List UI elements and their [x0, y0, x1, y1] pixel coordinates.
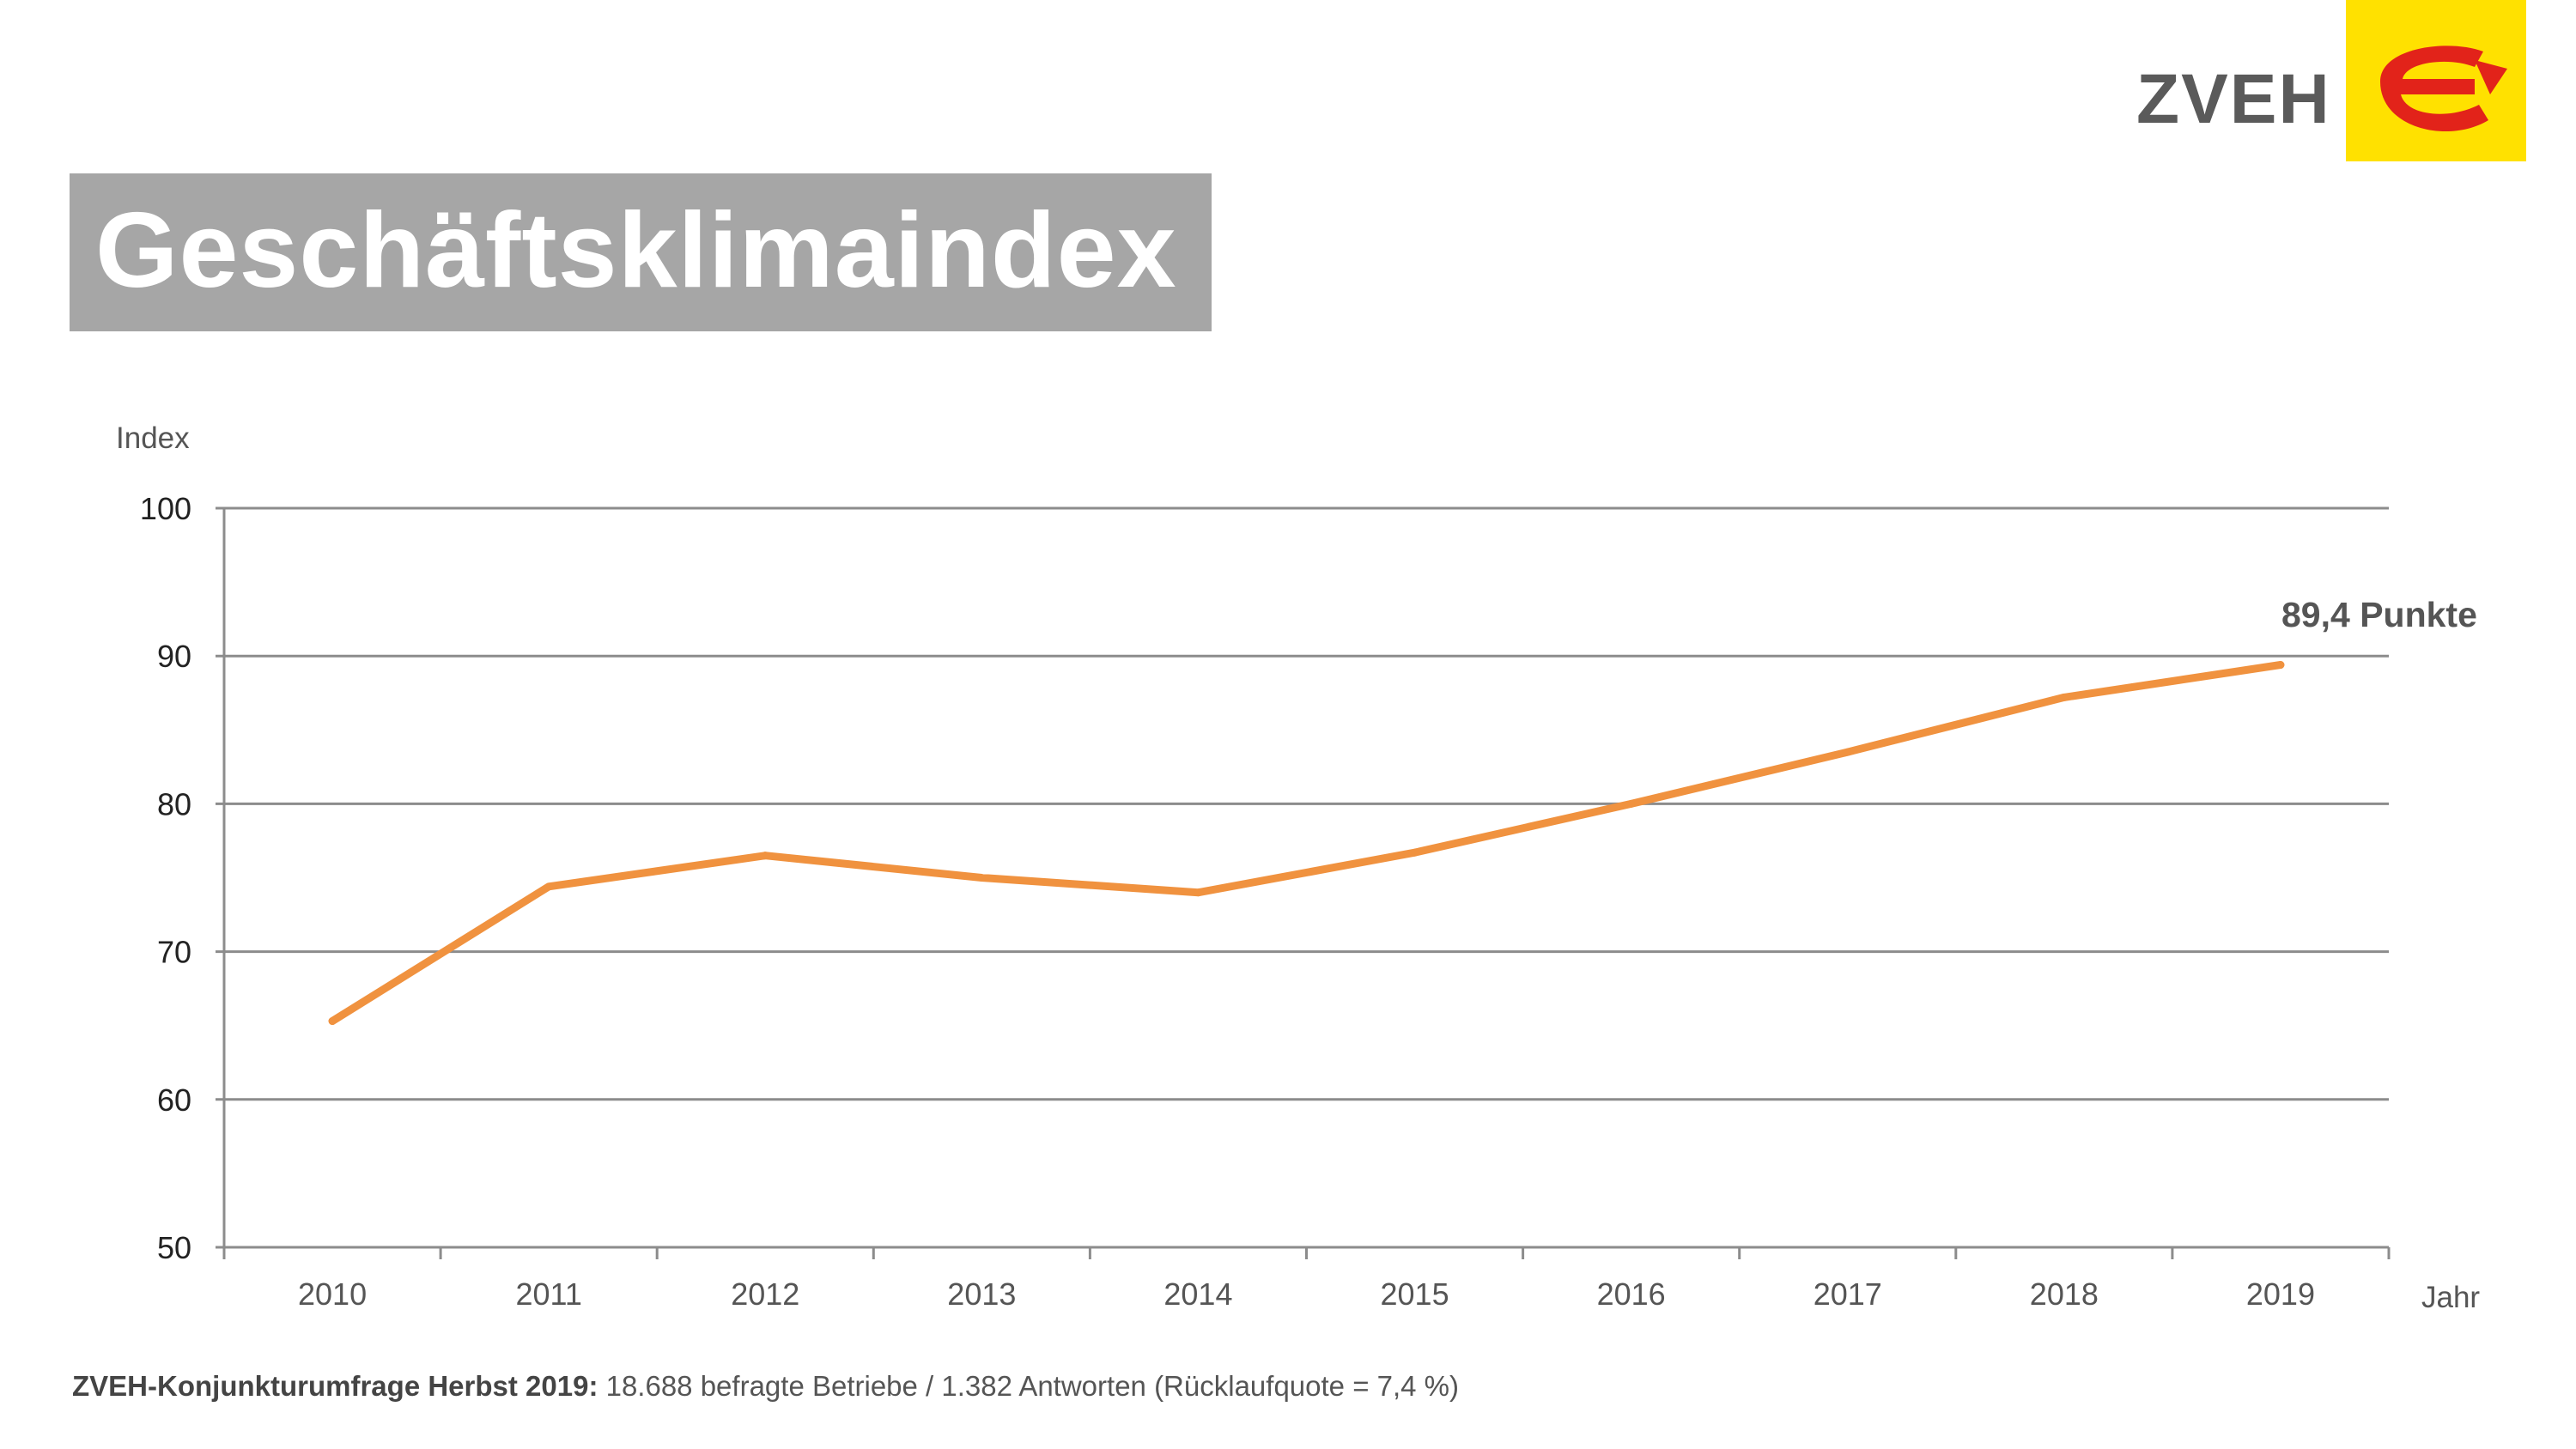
- brand-name: ZVEH: [2136, 60, 2331, 138]
- data-point-2014: [1194, 888, 1202, 897]
- data-point-2012: [761, 852, 769, 860]
- footer-note: ZVEH-Konjunkturumfrage Herbst 2019: 18.6…: [72, 1370, 1459, 1403]
- title-banner: Geschäftsklimaindex: [70, 173, 1212, 331]
- y-tick-label: 70: [157, 935, 191, 970]
- footer-text: 18.688 befragte Betriebe / 1.382 Antwort…: [598, 1370, 1460, 1402]
- y-tick-label: 80: [157, 786, 191, 822]
- series-line: [328, 661, 2285, 1025]
- page-title: Geschäftsklimaindex: [95, 191, 1177, 310]
- y-tick-label: 100: [140, 491, 191, 526]
- x-tick-label: 2013: [947, 1276, 1016, 1312]
- data-point-2018: [2060, 693, 2069, 701]
- data-point-2011: [544, 882, 553, 891]
- data-point-2016: [1627, 799, 1636, 808]
- x-tick-label: 2012: [731, 1276, 799, 1312]
- x-tick-label: 2010: [298, 1276, 367, 1312]
- x-axis-label: Jahr: [2421, 1281, 2480, 1314]
- last-value-annotation: 89,4 Punkte: [2281, 595, 2477, 634]
- x-tick-label: 2018: [2030, 1276, 2099, 1312]
- data-point-2015: [1411, 848, 1419, 857]
- data-point-2010: [328, 1017, 337, 1026]
- x-tick-label: 2019: [2246, 1276, 2315, 1312]
- zveh-logo-icon: [2346, 0, 2526, 161]
- x-tick-label: 2011: [515, 1276, 581, 1312]
- x-tick-label: 2015: [1381, 1276, 1449, 1312]
- data-point-2017: [1844, 748, 1852, 756]
- y-tick-label: 60: [157, 1082, 191, 1118]
- footer-bold: ZVEH-Konjunkturumfrage Herbst 2019:: [72, 1370, 598, 1402]
- x-tick-label: 2014: [1163, 1276, 1232, 1312]
- y-tick-label: 50: [157, 1230, 191, 1265]
- data-point-2013: [977, 874, 986, 882]
- x-tick-label: 2016: [1597, 1276, 1666, 1312]
- y-tick-label: 90: [157, 639, 191, 674]
- y-axis-label: Index: [116, 421, 190, 455]
- x-tick-label: 2017: [1814, 1276, 1882, 1312]
- data-point-2019: [2276, 661, 2285, 670]
